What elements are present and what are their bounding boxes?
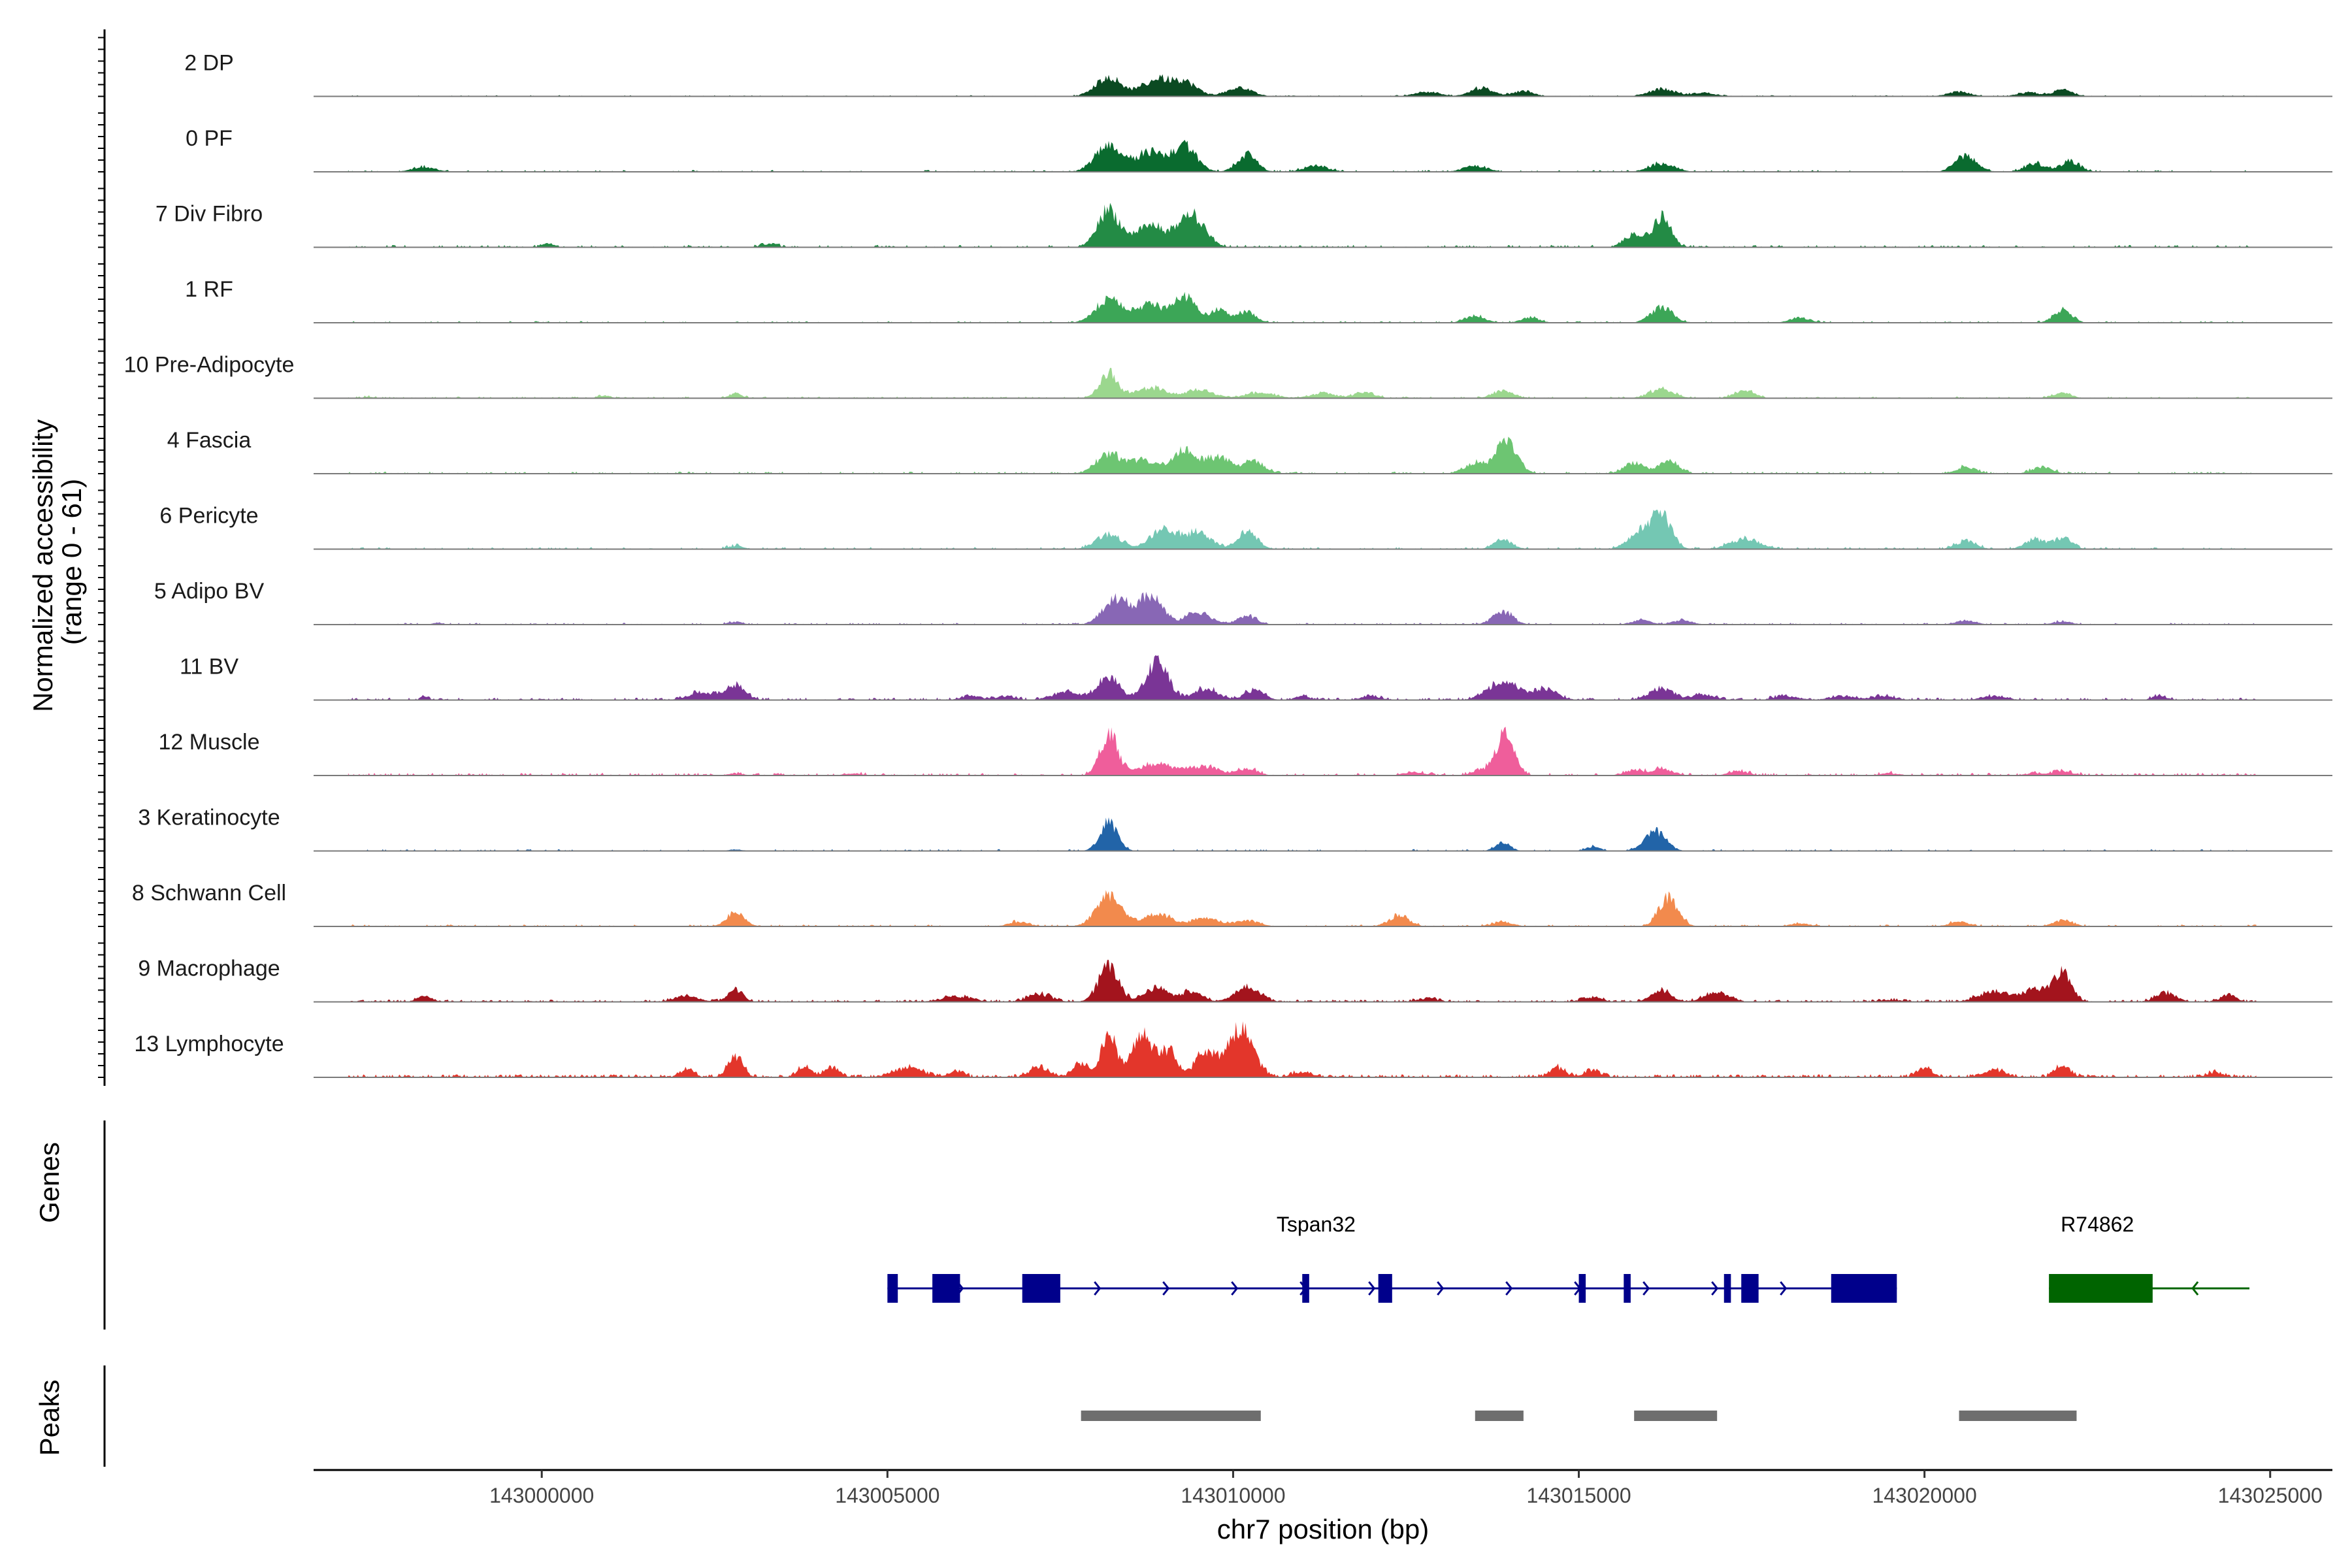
track-5-adipo-bv: 5 Adipo BV <box>154 579 2332 625</box>
track-label: 4 Fascia <box>167 428 252 453</box>
track-3-keratinocyte: 3 Keratinocyte <box>138 806 2332 852</box>
peak-region <box>1634 1411 1718 1421</box>
genes-panel: Tspan32 R74862 <box>103 1120 2250 1330</box>
track-12-muscle: 12 Muscle <box>159 727 2332 776</box>
coverage-tracks: 2 DP 0 PF 7 Div Fibro 1 RF 10 Pre-Adipocyte 4… <box>124 51 2332 1078</box>
gene-r74862: R74862 <box>2049 1213 2250 1303</box>
strand-arrow <box>2191 1281 2199 1296</box>
track-label: 1 RF <box>185 277 233 302</box>
coverage-area <box>348 890 2257 926</box>
peak-region <box>1081 1411 1261 1421</box>
x-tick-label: 143005000 <box>835 1484 939 1507</box>
track-label: 10 Pre-Adipocyte <box>124 353 295 378</box>
track-13-lymphocyte: 13 Lymphocyte <box>134 1021 2332 1078</box>
x-tick-label: 143000000 <box>489 1484 594 1507</box>
track-9-macrophage: 9 Macrophage <box>138 956 2332 1003</box>
track-label: 0 PF <box>186 126 233 151</box>
x-axis-title: chr7 position (bp) <box>1217 1514 1429 1544</box>
x-tick-label: 143025000 <box>2218 1484 2323 1507</box>
track-label: 3 Keratinocyte <box>138 806 280 830</box>
coverage-area <box>348 291 2257 323</box>
coverage-area <box>348 960 2257 1002</box>
strand-arrow <box>1231 1281 1239 1296</box>
exon <box>1578 1274 1586 1303</box>
track-6-pericyte: 6 Pericyte <box>159 504 2332 550</box>
strand-arrow <box>1711 1281 1719 1296</box>
track-7-div-fibro: 7 Div Fibro <box>155 202 2332 248</box>
coverage-area <box>348 1021 2257 1077</box>
track-2-dp: 2 DP <box>184 51 2332 97</box>
coverage-area <box>348 727 2257 776</box>
track-8-schwann-cell: 8 Schwann Cell <box>132 881 2332 927</box>
strand-arrow <box>1368 1281 1376 1296</box>
y-axis-title-line-2: (range 0 - 61) <box>56 479 87 645</box>
strand-arrow <box>1162 1281 1170 1296</box>
y-axis <box>98 29 106 1086</box>
track-10-pre-adipocyte: 10 Pre-Adipocyte <box>124 353 2332 399</box>
strand-arrow <box>1780 1281 1788 1296</box>
track-label: 13 Lymphocyte <box>134 1032 284 1056</box>
track-label: 6 Pericyte <box>159 504 258 529</box>
track-4-fascia: 4 Fascia <box>167 428 2332 474</box>
exon <box>1624 1274 1631 1303</box>
strand-arrow <box>1505 1281 1513 1296</box>
strand-arrow <box>1642 1281 1650 1296</box>
coverage-area <box>348 510 2257 549</box>
gene-tspan32: Tspan32 <box>887 1213 1897 1303</box>
y-axis-title-line-1: Normalized accessibility <box>27 419 58 712</box>
exon <box>1022 1274 1060 1303</box>
track-label: 9 Macrophage <box>138 956 280 981</box>
coverage-area <box>348 655 2257 700</box>
coverage-area <box>348 817 2257 851</box>
track-0-pf: 0 PF <box>186 126 2332 172</box>
track-label: 8 Schwann Cell <box>132 881 286 906</box>
track-label: 12 Muscle <box>159 730 260 755</box>
peaks-panel-label: Peaks <box>34 1380 65 1456</box>
exon <box>1741 1274 1759 1303</box>
exon <box>1831 1274 1897 1303</box>
gene-name: R74862 <box>2061 1213 2134 1236</box>
x-tick-label: 143015000 <box>1526 1484 1631 1507</box>
strand-arrow <box>1094 1281 1102 1296</box>
track-label: 2 DP <box>184 51 234 76</box>
track-label: 5 Adipo BV <box>154 579 265 604</box>
x-tick-label: 143020000 <box>1872 1484 1977 1507</box>
coverage-area <box>348 203 2257 248</box>
track-1-rf: 1 RF <box>185 277 2332 323</box>
x-tick-label: 143010000 <box>1181 1484 1285 1507</box>
peaks-panel <box>103 1365 2077 1467</box>
coverage-area <box>348 591 2257 625</box>
track-label: 11 BV <box>180 655 238 679</box>
coverage-area <box>348 74 2257 97</box>
exon <box>1723 1274 1731 1303</box>
coverage-area <box>348 368 2257 399</box>
y-axis-title: Normalized accessibility (range 0 - 61) <box>27 412 87 712</box>
gene-name: Tspan32 <box>1277 1213 1356 1236</box>
track-11-bv: 11 BV <box>180 655 2332 701</box>
exon <box>1302 1274 1309 1303</box>
exon <box>887 1274 898 1303</box>
exon <box>2049 1274 2153 1303</box>
peak-region <box>1475 1411 1524 1421</box>
coverage-area <box>348 436 2257 474</box>
track-label: 7 Div Fibro <box>155 202 263 227</box>
exon <box>932 1274 960 1303</box>
genes-panel-label: Genes <box>34 1142 65 1223</box>
x-axis: 143000000 143005000 143010000 143015000 1430… <box>314 1469 2332 1507</box>
strand-arrow <box>1437 1281 1445 1296</box>
coverage-area <box>348 140 2257 172</box>
peak-region <box>1959 1411 2077 1421</box>
exon <box>1378 1274 1392 1303</box>
